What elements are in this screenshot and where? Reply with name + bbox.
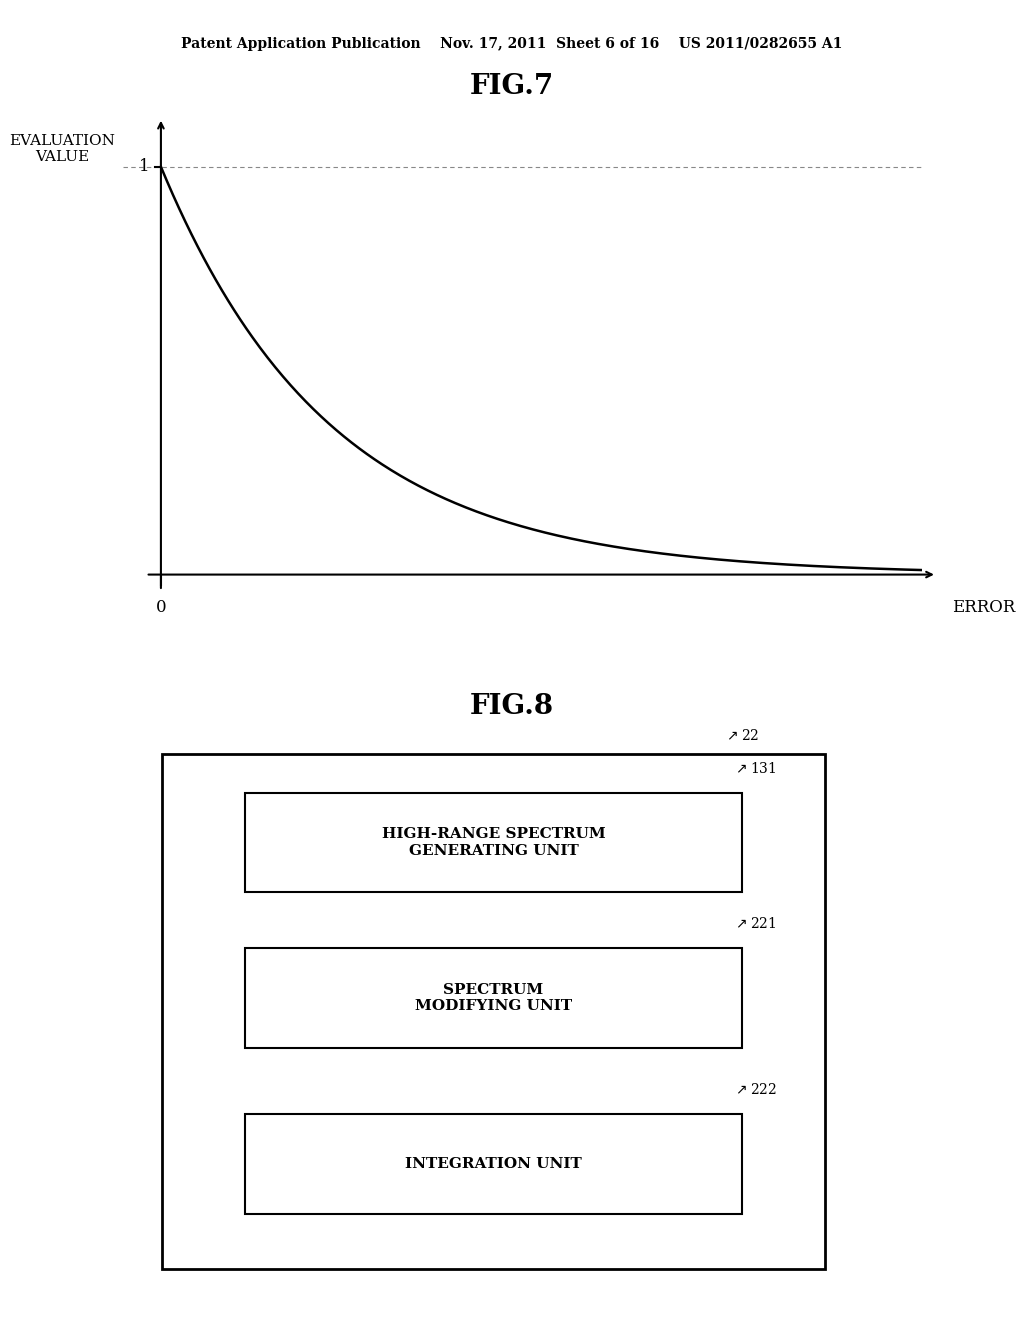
Text: HIGH-RANGE SPECTRUM
GENERATING UNIT: HIGH-RANGE SPECTRUM GENERATING UNIT [382,828,605,858]
FancyBboxPatch shape [245,792,742,892]
Text: ERROR: ERROR [952,599,1015,616]
Text: INTEGRATION UNIT: INTEGRATION UNIT [406,1156,582,1171]
Text: $\mathsf{\nearrow}$221: $\mathsf{\nearrow}$221 [733,916,777,931]
Text: $\mathsf{\nearrow}$22: $\mathsf{\nearrow}$22 [724,727,759,743]
Text: FIG.8: FIG.8 [470,693,554,719]
Text: FIG.7: FIG.7 [470,73,554,99]
Text: $\mathsf{\nearrow}$222: $\mathsf{\nearrow}$222 [733,1082,777,1097]
Text: EVALUATION
VALUE: EVALUATION VALUE [9,135,115,165]
Text: 0: 0 [156,599,166,616]
Text: $\mathsf{\nearrow}$131: $\mathsf{\nearrow}$131 [733,760,777,776]
Text: 1: 1 [139,158,150,176]
FancyBboxPatch shape [245,948,742,1048]
Text: Patent Application Publication    Nov. 17, 2011  Sheet 6 of 16    US 2011/028265: Patent Application Publication Nov. 17, … [181,37,843,51]
FancyBboxPatch shape [245,1114,742,1214]
FancyBboxPatch shape [162,754,825,1270]
Text: SPECTRUM
MODIFYING UNIT: SPECTRUM MODIFYING UNIT [415,982,572,1012]
